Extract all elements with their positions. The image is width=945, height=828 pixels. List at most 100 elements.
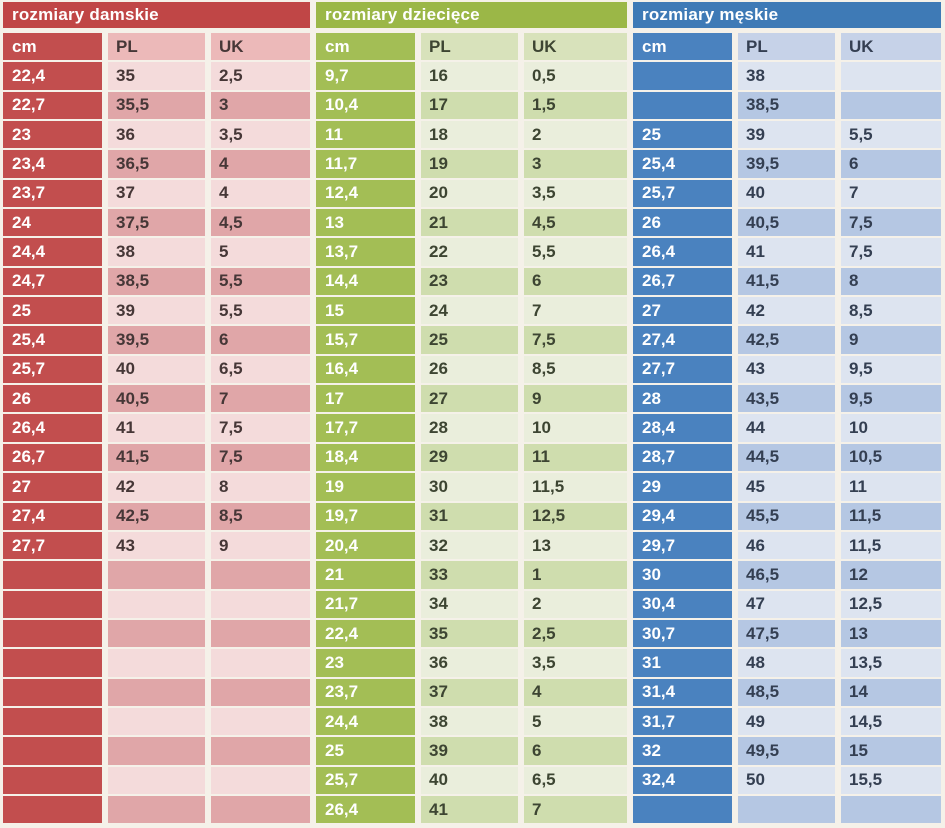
uk-cell: 12,5 xyxy=(841,590,941,618)
uk-cell: 8,5 xyxy=(211,502,310,530)
cm-cell: 28,4 xyxy=(633,414,732,442)
pl-cell: 35 xyxy=(421,619,518,648)
cm-cell: 26,7 xyxy=(3,443,102,472)
cm-cell: 28,7 xyxy=(633,443,732,472)
cm-cell: 13 xyxy=(316,209,415,237)
uk-cell: 7,5 xyxy=(841,209,941,237)
cm-cell: 23 xyxy=(316,649,415,677)
cm-cell: 25,7 xyxy=(3,355,102,384)
cm-cell: 21,7 xyxy=(316,590,415,618)
uk-cell: 2,5 xyxy=(524,619,627,648)
cm-cell: 27,4 xyxy=(3,502,102,530)
column-header-cm: cm xyxy=(633,33,732,61)
uk-cell xyxy=(211,678,310,706)
pl-cell: 22 xyxy=(421,238,518,266)
cm-cell: 26,4 xyxy=(316,795,415,824)
cm-cell: 24 xyxy=(3,209,102,237)
pl-cell: 21 xyxy=(421,209,518,237)
uk-cell: 2 xyxy=(524,121,627,149)
uk-cell: 7,5 xyxy=(211,443,310,472)
cm-cell: 26 xyxy=(633,209,732,237)
column-header-pl: PL xyxy=(108,33,205,61)
cm-cell: 30,7 xyxy=(633,619,732,648)
uk-cell: 6 xyxy=(211,326,310,354)
cm-cell: 32,4 xyxy=(633,766,732,794)
pl-cell: 34 xyxy=(421,590,518,618)
column-header-uk: UK xyxy=(524,33,627,61)
pl-cell: 37,5 xyxy=(108,209,205,237)
uk-cell: 15 xyxy=(841,737,941,765)
cm-cell: 29,4 xyxy=(633,502,732,530)
cm-cell: 17 xyxy=(316,385,415,413)
cm-cell: 31 xyxy=(633,649,732,677)
pl-cell: 39,5 xyxy=(108,326,205,354)
pl-cell xyxy=(108,737,205,765)
pl-cell xyxy=(738,795,835,824)
uk-cell: 13 xyxy=(841,619,941,648)
cm-cell: 31,4 xyxy=(633,678,732,706)
cm-cell: 27,7 xyxy=(3,531,102,560)
uk-cell: 13 xyxy=(524,531,627,560)
pl-cell: 38,5 xyxy=(738,91,835,120)
pl-cell: 42,5 xyxy=(108,502,205,530)
cm-cell xyxy=(3,619,102,648)
pl-cell: 20 xyxy=(421,179,518,208)
uk-cell: 9 xyxy=(211,531,310,560)
uk-cell: 6 xyxy=(524,737,627,765)
cm-cell: 29 xyxy=(633,473,732,501)
uk-cell: 5,5 xyxy=(841,121,941,149)
cm-cell: 25 xyxy=(316,737,415,765)
cm-cell: 19 xyxy=(316,473,415,501)
uk-cell: 5,5 xyxy=(524,238,627,266)
pl-cell: 40 xyxy=(108,355,205,384)
pl-cell: 39 xyxy=(421,737,518,765)
uk-cell: 3,5 xyxy=(211,121,310,149)
uk-cell xyxy=(211,707,310,736)
pl-cell: 36 xyxy=(108,121,205,149)
size-table-women: cm PL UK 22,4 35 2,5 22,7 35,5 3 23 36 3,5 23,4 36,5 4… xyxy=(3,33,310,824)
pl-cell xyxy=(108,707,205,736)
cm-cell: 32 xyxy=(633,737,732,765)
pl-cell: 43 xyxy=(738,355,835,384)
uk-cell: 15,5 xyxy=(841,766,941,794)
cm-cell xyxy=(633,62,732,90)
pl-cell: 36 xyxy=(421,649,518,677)
pl-cell: 30 xyxy=(421,473,518,501)
pl-cell: 39 xyxy=(108,297,205,325)
cm-cell: 22,4 xyxy=(3,62,102,90)
pl-cell: 45 xyxy=(738,473,835,501)
cm-cell: 30 xyxy=(633,561,732,589)
pl-cell: 49,5 xyxy=(738,737,835,765)
column-header-uk: UK xyxy=(841,33,941,61)
cm-cell: 15,7 xyxy=(316,326,415,354)
pl-cell: 36,5 xyxy=(108,150,205,178)
cm-cell: 23,7 xyxy=(316,678,415,706)
cm-cell xyxy=(3,678,102,706)
section-title-children: rozmiary dziecięce xyxy=(316,2,627,28)
pl-cell xyxy=(108,795,205,824)
cm-cell: 22,4 xyxy=(316,619,415,648)
pl-cell xyxy=(108,561,205,589)
section-title-men: rozmiary męskie xyxy=(633,2,941,28)
uk-cell: 1 xyxy=(524,561,627,589)
cm-cell: 17,7 xyxy=(316,414,415,442)
uk-cell xyxy=(841,795,941,824)
uk-cell: 7,5 xyxy=(524,326,627,354)
cm-cell: 26,7 xyxy=(633,267,732,296)
section-men-sizes: rozmiary męskie cm PL UK 38 38,5 25 39 5,5 25,4 3… xyxy=(633,2,941,828)
cm-cell: 25,7 xyxy=(316,766,415,794)
uk-cell xyxy=(841,62,941,90)
pl-cell: 33 xyxy=(421,561,518,589)
pl-cell: 32 xyxy=(421,531,518,560)
column-header-cm: cm xyxy=(316,33,415,61)
uk-cell: 4 xyxy=(211,150,310,178)
uk-cell: 3,5 xyxy=(524,649,627,677)
uk-cell: 1,5 xyxy=(524,91,627,120)
uk-cell: 7 xyxy=(524,795,627,824)
uk-cell xyxy=(211,766,310,794)
cm-cell: 25,4 xyxy=(3,326,102,354)
pl-cell: 41,5 xyxy=(108,443,205,472)
uk-cell: 9 xyxy=(524,385,627,413)
cm-cell xyxy=(3,649,102,677)
cm-cell: 28 xyxy=(633,385,732,413)
